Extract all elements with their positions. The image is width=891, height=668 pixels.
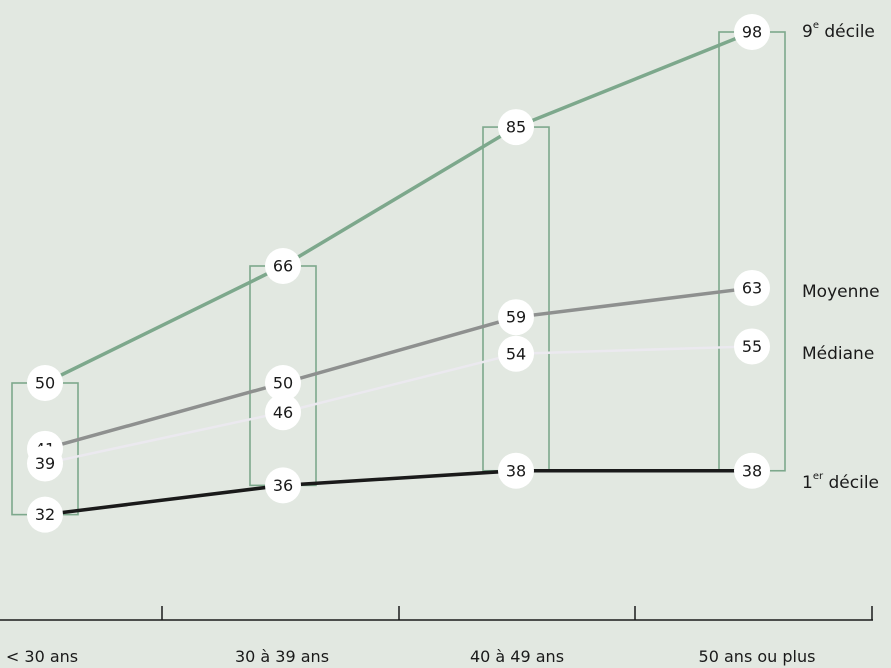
- data-point-decile9: [734, 14, 770, 50]
- series-line-mediane: [44, 345, 753, 465]
- data-label-mediane: 55: [742, 337, 762, 356]
- data-label-decile1: 36: [273, 476, 293, 495]
- x-tick-label: 50 ans ou plus: [699, 647, 816, 666]
- x-tick-label: < 30 ans: [6, 647, 78, 666]
- series-line-decile9: [44, 30, 753, 385]
- data-label-decile9: 98: [742, 23, 762, 42]
- series-lines: [44, 30, 753, 517]
- data-label-decile9: 50: [35, 374, 55, 393]
- x-tick-label: 30 à 39 ans: [235, 647, 329, 666]
- data-label-moyenne: 59: [506, 308, 526, 327]
- data-point-mediane: [265, 394, 301, 431]
- data-label-decile1: 32: [35, 505, 55, 524]
- series-label-decile1: 1er décile: [802, 471, 879, 494]
- data-label-mediane: 39: [35, 454, 55, 473]
- decile-boxes: [11, 31, 786, 516]
- series-line-moyenne: [44, 286, 753, 451]
- series-labels: 9e décile Moyenne Médiane 1er décile: [802, 20, 880, 494]
- data-point-moyenne: [498, 299, 534, 336]
- data-point-mediane: [498, 335, 534, 372]
- series-label-mediane: Médiane: [802, 344, 874, 364]
- data-point-decile1: [498, 452, 534, 489]
- data-point-decile1: [734, 452, 770, 489]
- x-axis: < 30 ans 30 à 39 ans 40 à 49 ans 50 ans ou …: [0, 606, 873, 666]
- data-label-moyenne: 63: [742, 278, 762, 297]
- data-label-decile1: 38: [506, 461, 526, 480]
- data-point-decile9: [27, 365, 63, 401]
- data-point-mediane: [734, 328, 770, 365]
- data-point-decile9: [498, 109, 534, 146]
- series-line-decile1: [44, 469, 752, 517]
- x-tick-label: 40 à 49 ans: [470, 647, 564, 666]
- data-label-decile9: 85: [506, 118, 526, 137]
- decile-bracket: [718, 31, 786, 472]
- decile-bracket: [482, 126, 550, 472]
- data-label-moyenne: 50: [273, 374, 293, 393]
- data-point-decile9: [265, 248, 301, 284]
- series-label-decile9: 9e décile: [802, 20, 875, 43]
- data-point-mediane: [27, 445, 63, 482]
- data-point-decile1: [27, 496, 63, 533]
- data-label-decile9: 66: [273, 257, 293, 276]
- data-label-mediane: 46: [273, 403, 293, 422]
- series-label-moyenne: Moyenne: [802, 282, 880, 302]
- data-label-decile1: 38: [742, 461, 762, 480]
- data-point-moyenne: [734, 269, 770, 306]
- data-point-moyenne: [265, 365, 301, 401]
- data-markers: 50668598415059633946545532363838: [27, 14, 770, 533]
- data-label-mediane: 54: [506, 344, 526, 363]
- data-point-decile1: [265, 467, 301, 504]
